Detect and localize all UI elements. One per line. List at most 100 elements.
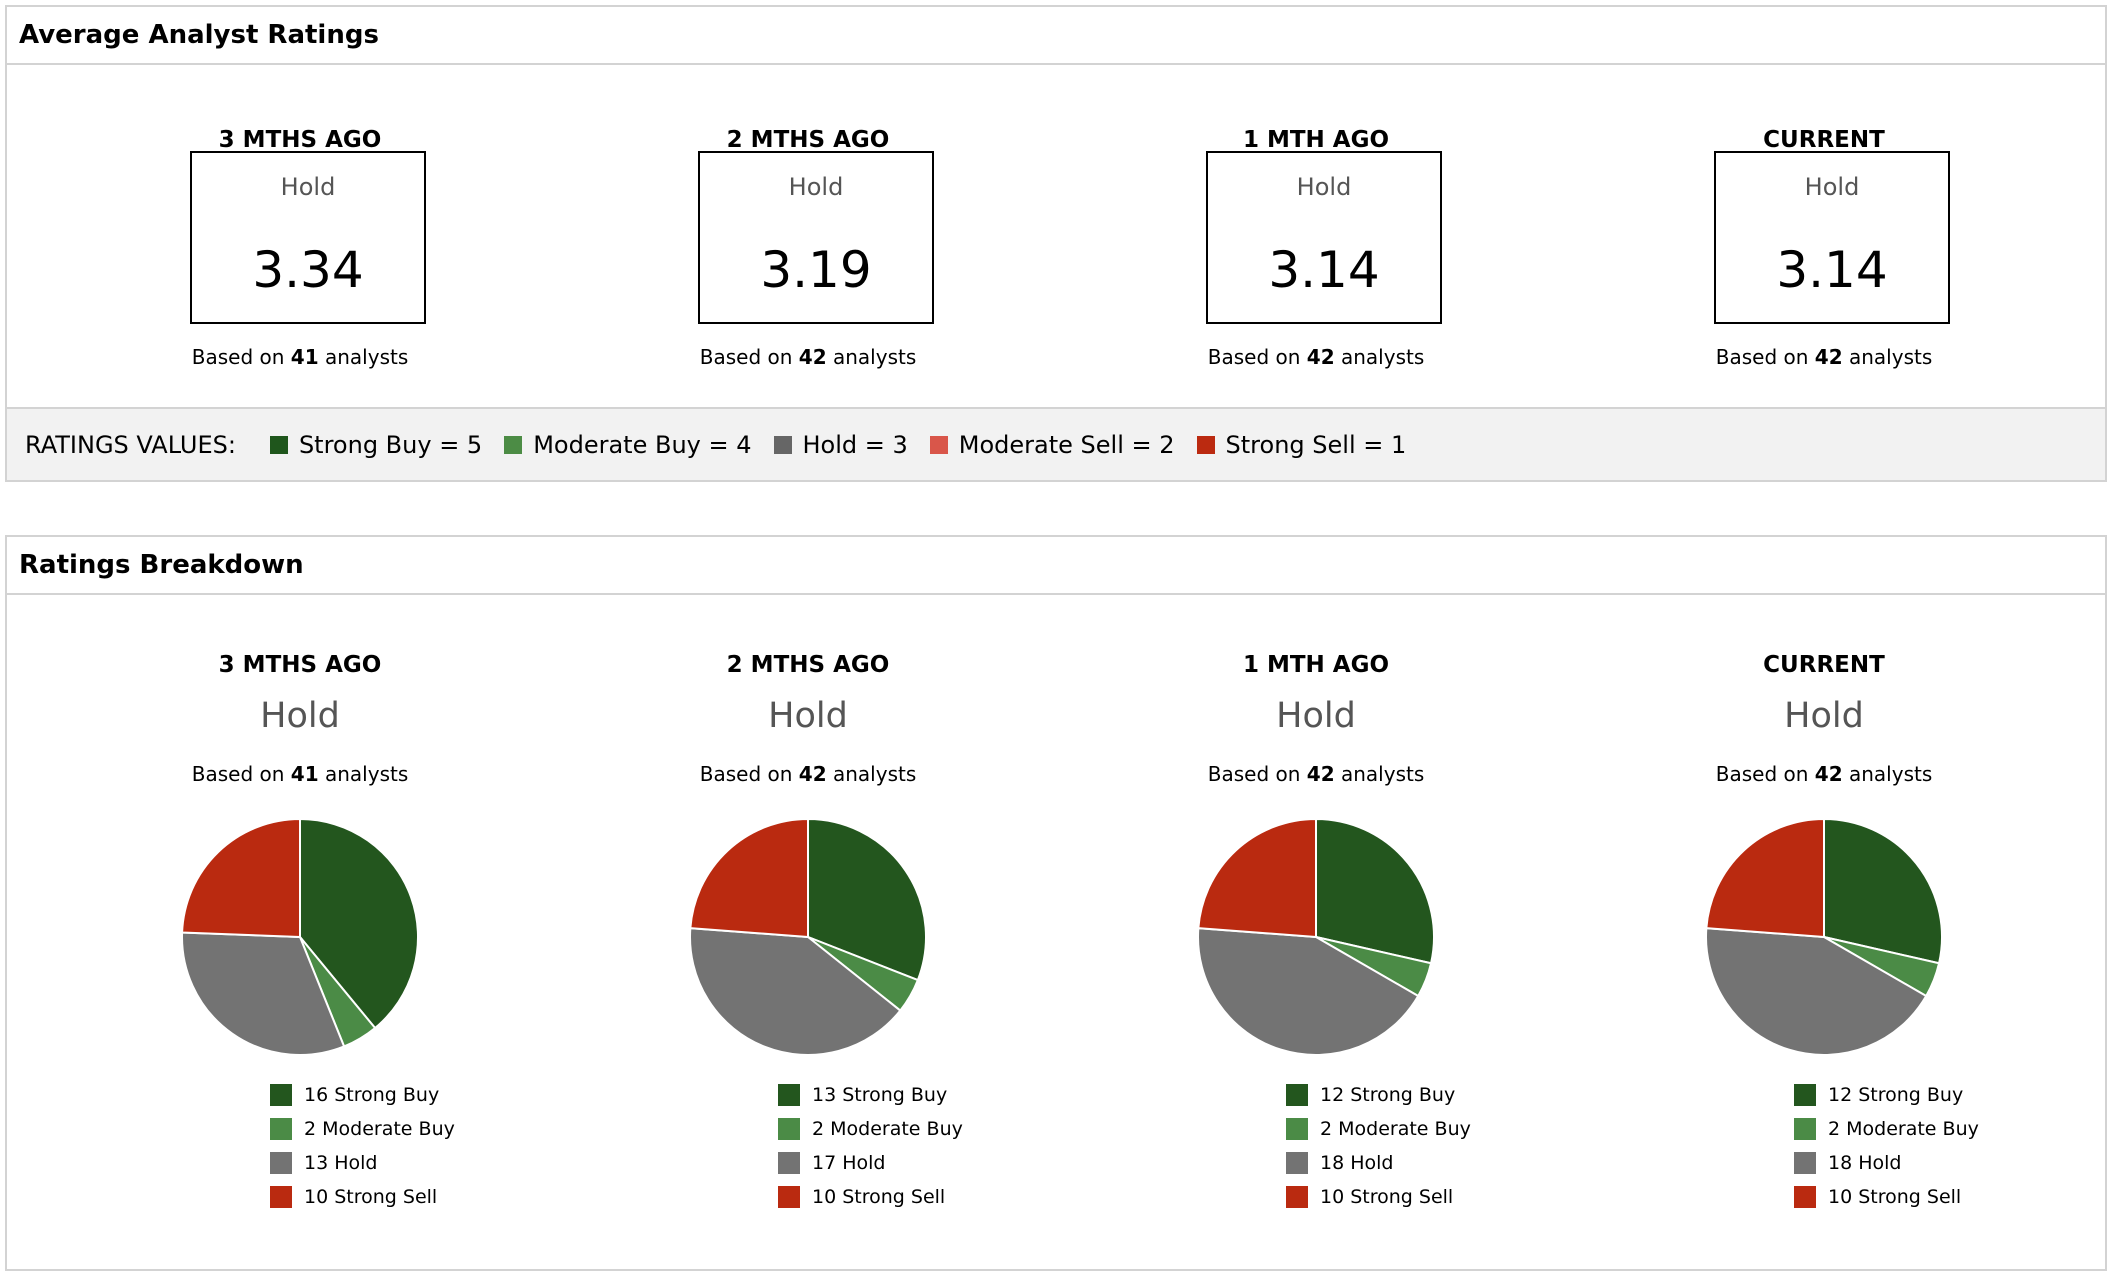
pie-slice-hold[interactable]: [1197, 927, 1420, 1056]
analyst-count: Based on 42 analysts: [1207, 345, 1425, 369]
pie-legend-item-strong-sell: 10 Strong Sell: [1286, 1180, 1471, 1214]
average-ratings-title: Average Analyst Ratings: [7, 7, 2105, 65]
breakdown-col-3m: 3 MTHS AGO Hold Based on 41 analysts 16 Str…: [70, 652, 530, 1252]
pie-legend-label: 17 Hold: [812, 1152, 886, 1174]
pie-legend-item-hold: 13 Hold: [270, 1146, 455, 1180]
legend-swatch: [1286, 1084, 1308, 1106]
avg-col-3m: 3 MTHS AGO Hold 3.34 Based on 41 analyst…: [70, 127, 530, 369]
pie-chart: [1197, 817, 1435, 1056]
legend-item-moderate-buy: Moderate Buy = 4: [504, 431, 752, 459]
pie-legend-label: 10 Strong Sell: [812, 1186, 946, 1208]
pie-slice-strong-buy[interactable]: [299, 817, 419, 1030]
analyst-count: Based on 42 analysts: [699, 762, 917, 786]
legend-item-strong-sell: Strong Sell = 1: [1196, 431, 1406, 459]
breakdown-rating: Hold: [260, 696, 340, 736]
pie-legend-item-moderate-buy: 2 Moderate Buy: [1286, 1112, 1471, 1146]
pie-legend: 13 Strong Buy 2 Moderate Buy 17 Hold 10 Str…: [778, 1078, 963, 1214]
pie-legend-label: 12 Strong Buy: [1828, 1084, 1964, 1106]
score-rating: Hold: [788, 173, 844, 201]
analyst-count: Based on 41 analysts: [191, 345, 409, 369]
breakdown-period-label: 2 MTHS AGO: [726, 652, 890, 678]
breakdown-rating: Hold: [1784, 696, 1864, 736]
avg-period-label: 3 MTHS AGO: [218, 127, 382, 153]
breakdown-col-2m: 2 MTHS AGO Hold Based on 42 analysts 13 Str…: [578, 652, 1038, 1252]
breakdown-period-label: 1 MTH AGO: [1242, 652, 1390, 678]
pie-legend-item-strong-sell: 10 Strong Sell: [778, 1180, 963, 1214]
score-value: 3.19: [760, 241, 872, 299]
legend-swatch: [778, 1152, 800, 1174]
pie-slice-strong-sell[interactable]: [1705, 817, 1825, 939]
analyst-count: Based on 42 analysts: [699, 345, 917, 369]
pie-legend-item-strong-buy: 16 Strong Buy: [270, 1078, 455, 1112]
breakdown-period-label: 3 MTHS AGO: [218, 652, 382, 678]
legend-swatch: [270, 1084, 292, 1106]
ratings-breakdown-title: Ratings Breakdown: [7, 537, 2105, 595]
avg-col-2m: 2 MTHS AGO Hold 3.19 Based on 42 analyst…: [578, 127, 1038, 369]
legend-swatch: [1794, 1152, 1816, 1174]
pie-legend-label: 2 Moderate Buy: [1828, 1118, 1979, 1140]
pie-legend-label: 10 Strong Sell: [304, 1186, 438, 1208]
pie-legend-label: 18 Hold: [1320, 1152, 1394, 1174]
pie-legend-item-strong-sell: 10 Strong Sell: [1794, 1180, 1979, 1214]
pie-legend-item-hold: 17 Hold: [778, 1146, 963, 1180]
score-box: Hold 3.14: [1206, 151, 1442, 324]
ratings-values-legend: RATINGS VALUES: Strong Buy = 5 Moderate …: [7, 407, 2105, 480]
legend-swatch: [1794, 1084, 1816, 1106]
analyst-count: Based on 42 analysts: [1207, 762, 1425, 786]
legend-swatch: [1196, 435, 1215, 454]
pie-slice-strong-sell[interactable]: [689, 817, 809, 939]
pie-slice-strong-sell[interactable]: [1197, 817, 1317, 939]
pie-legend-label: 12 Strong Buy: [1320, 1084, 1456, 1106]
legend-swatch: [504, 435, 523, 454]
average-ratings-panel: Average Analyst Ratings 3 MTHS AGO Hold …: [5, 5, 2107, 482]
pie-legend-label: 2 Moderate Buy: [1320, 1118, 1471, 1140]
pie-slice-hold[interactable]: [689, 927, 902, 1057]
pie-slice-hold[interactable]: [1705, 927, 1928, 1056]
pie-legend: 12 Strong Buy 2 Moderate Buy 18 Hold 10 Str…: [1794, 1078, 1979, 1214]
score-box: Hold 3.19: [698, 151, 934, 324]
pie-legend-item-strong-buy: 12 Strong Buy: [1286, 1078, 1471, 1112]
pie-legend-label: 2 Moderate Buy: [304, 1118, 455, 1140]
legend-item-strong-buy: Strong Buy = 5: [269, 431, 482, 459]
score-box: Hold 3.34: [190, 151, 426, 324]
pie-legend-item-moderate-buy: 2 Moderate Buy: [270, 1112, 455, 1146]
pie-slice-strong-sell[interactable]: [181, 817, 301, 939]
pie-legend-label: 18 Hold: [1828, 1152, 1902, 1174]
pie-legend-label: 16 Strong Buy: [304, 1084, 440, 1106]
score-rating: Hold: [1804, 173, 1860, 201]
pie-legend: 12 Strong Buy 2 Moderate Buy 18 Hold 10 Str…: [1286, 1078, 1471, 1214]
pie-legend-item-hold: 18 Hold: [1286, 1146, 1471, 1180]
legend-swatch: [929, 435, 948, 454]
avg-period-label: 1 MTH AGO: [1242, 127, 1390, 153]
pie-slice-strong-buy[interactable]: [1823, 817, 1943, 965]
score-rating: Hold: [1296, 173, 1352, 201]
avg-col-current: CURRENT Hold 3.14 Based on 42 analysts: [1594, 127, 2054, 369]
legend-item-moderate-sell: Moderate Sell = 2: [929, 431, 1175, 459]
pie-slice-strong-buy[interactable]: [1315, 817, 1435, 965]
pie-legend-label: 13 Hold: [304, 1152, 378, 1174]
score-box: Hold 3.14: [1714, 151, 1950, 324]
pie-chart: [1705, 817, 1943, 1056]
pie-legend-item-strong-buy: 13 Strong Buy: [778, 1078, 963, 1112]
ratings-values-title: RATINGS VALUES:: [25, 430, 236, 459]
pie-legend: 16 Strong Buy 2 Moderate Buy 13 Hold 10 Str…: [270, 1078, 455, 1214]
legend-swatch: [778, 1186, 800, 1208]
legend-item-hold: Hold = 3: [773, 431, 908, 459]
pie-chart: [181, 817, 419, 1057]
legend-swatch: [1286, 1152, 1308, 1174]
avg-period-label: CURRENT: [1763, 127, 1885, 153]
pie-slice-hold[interactable]: [181, 931, 346, 1057]
analyst-count: Based on 42 analysts: [1715, 345, 1933, 369]
legend-swatch: [1286, 1118, 1308, 1140]
avg-col-1m: 1 MTH AGO Hold 3.14 Based on 42 analysts: [1086, 127, 1546, 369]
score-value: 3.14: [1776, 241, 1888, 299]
legend-swatch: [270, 1118, 292, 1140]
legend-swatch: [270, 1152, 292, 1174]
pie-legend-label: 2 Moderate Buy: [812, 1118, 963, 1140]
ratings-breakdown-panel: Ratings Breakdown 3 MTHS AGO Hold Based on…: [5, 535, 2107, 1271]
score-value: 3.14: [1268, 241, 1380, 299]
pie-legend-item-moderate-buy: 2 Moderate Buy: [1794, 1112, 1979, 1146]
pie-slice-strong-buy[interactable]: [807, 817, 927, 982]
pie-chart: [689, 817, 927, 1057]
avg-period-label: 2 MTHS AGO: [726, 127, 890, 153]
